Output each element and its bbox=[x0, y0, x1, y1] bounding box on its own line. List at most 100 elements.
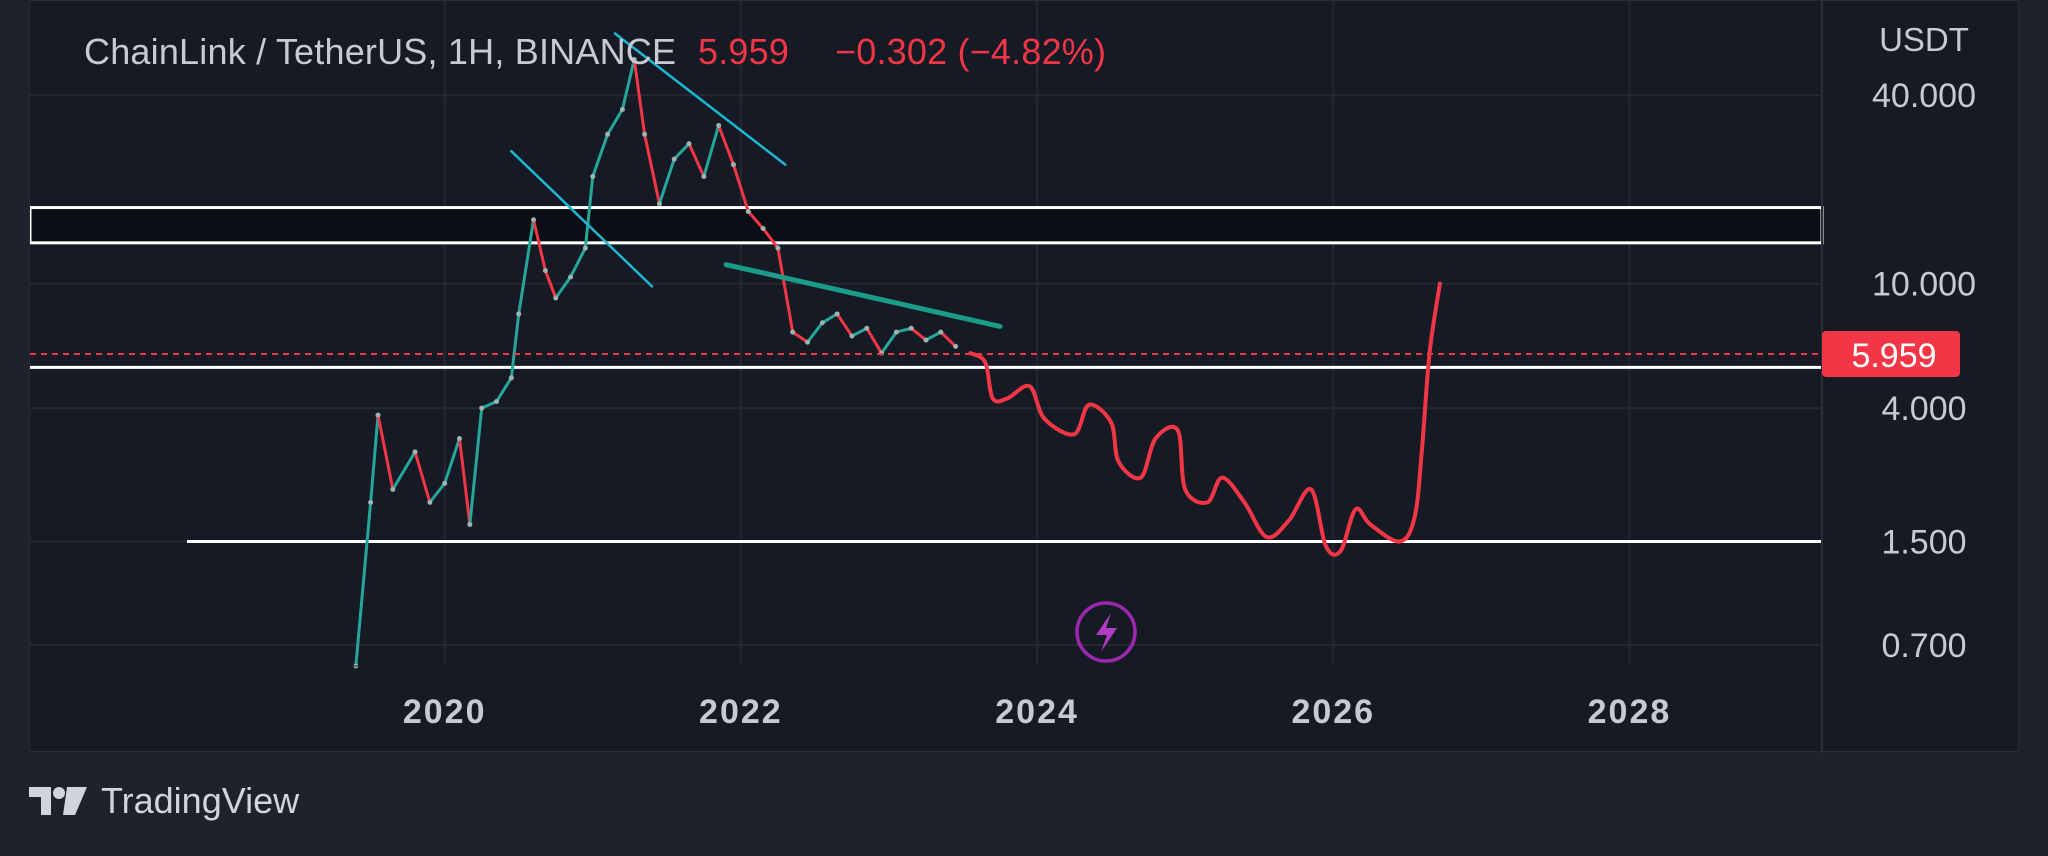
price-segment bbox=[643, 132, 661, 206]
price-segment bbox=[909, 326, 928, 342]
price-scale-unit: USDT bbox=[1879, 21, 1969, 58]
price-segment bbox=[776, 246, 795, 334]
price-point bbox=[531, 217, 537, 223]
x-tick-label: 2024 bbox=[995, 693, 1079, 731]
lightning-icon[interactable] bbox=[1075, 601, 1137, 663]
tradingview-brand: TradingView bbox=[101, 780, 300, 821]
price-point bbox=[516, 311, 522, 317]
price-segment bbox=[569, 246, 587, 279]
price-segment bbox=[606, 108, 624, 136]
price-point bbox=[686, 141, 692, 147]
price-segment bbox=[354, 500, 373, 668]
price-point bbox=[412, 449, 418, 455]
x-tick-label: 2020 bbox=[403, 693, 487, 731]
price-point bbox=[494, 399, 500, 405]
x-tick-label: 2028 bbox=[1588, 693, 1672, 731]
header-price: 5.959 bbox=[698, 31, 790, 72]
y-tick-label: 1.500 bbox=[1881, 523, 1966, 561]
price-segment bbox=[717, 124, 735, 167]
price-segment bbox=[865, 326, 884, 355]
price-point bbox=[701, 173, 707, 179]
price-point bbox=[542, 268, 548, 274]
price-point bbox=[390, 486, 396, 492]
price-point bbox=[508, 375, 514, 381]
price-segment bbox=[924, 330, 943, 342]
price-segment bbox=[731, 163, 750, 214]
price-segment bbox=[457, 436, 472, 526]
trendline[interactable] bbox=[510, 149, 654, 288]
price-segment bbox=[791, 330, 810, 344]
price-point bbox=[923, 337, 929, 343]
price-point bbox=[716, 123, 722, 129]
price-point bbox=[938, 329, 944, 335]
price-point bbox=[553, 295, 559, 301]
price-segment bbox=[376, 413, 395, 491]
price-point bbox=[631, 57, 637, 63]
price-point bbox=[790, 329, 796, 335]
header-change: −0.302 (−4.82%) bbox=[835, 31, 1107, 72]
price-segment bbox=[443, 436, 461, 485]
price-segment bbox=[632, 58, 647, 136]
price-segment bbox=[532, 218, 547, 273]
price-point bbox=[656, 201, 662, 207]
price-chart[interactable]: USDT 40.000 10.000 4.000 1.500 0.700 5.959 2020… bbox=[30, 1, 2020, 753]
price-point bbox=[760, 226, 766, 232]
resistance-zone[interactable] bbox=[30, 206, 1824, 245]
price-segment bbox=[835, 312, 854, 338]
price-segment bbox=[583, 174, 595, 250]
price-point bbox=[745, 209, 751, 215]
symbol-title[interactable]: ChainLink / TetherUS, 1H, BINANCE bbox=[84, 31, 677, 72]
price-point bbox=[590, 173, 596, 179]
price-point bbox=[671, 156, 677, 162]
price-segment bbox=[468, 406, 484, 526]
y-tick-label: 40.000 bbox=[1872, 77, 1976, 115]
price-segment bbox=[850, 326, 869, 338]
price-segment bbox=[517, 218, 536, 316]
price-segment bbox=[591, 132, 610, 178]
price-segment bbox=[761, 227, 780, 250]
price-point bbox=[805, 339, 811, 345]
price-segment bbox=[746, 210, 765, 231]
price-point bbox=[849, 333, 855, 339]
trendline[interactable] bbox=[723, 262, 1003, 329]
price-segment bbox=[391, 450, 417, 491]
price-segment bbox=[820, 312, 839, 325]
last-price-badge-label: 5.959 bbox=[1851, 337, 1936, 375]
price-point bbox=[953, 343, 959, 349]
trendline[interactable] bbox=[613, 32, 787, 166]
price-segment bbox=[880, 330, 898, 355]
price-segment bbox=[657, 157, 676, 206]
price-point bbox=[479, 405, 485, 411]
x-tick-label: 2022 bbox=[699, 693, 783, 731]
price-point bbox=[893, 329, 899, 335]
price-point bbox=[582, 245, 588, 251]
price-segment bbox=[369, 413, 380, 504]
price-point bbox=[775, 245, 781, 251]
price-point bbox=[619, 107, 625, 113]
y-tick-label: 4.000 bbox=[1881, 390, 1966, 428]
price-point bbox=[368, 499, 374, 505]
price-segment bbox=[672, 142, 691, 161]
price-point bbox=[467, 521, 473, 527]
price-point bbox=[908, 325, 914, 331]
price-point bbox=[605, 131, 611, 137]
y-tick-label: 0.700 bbox=[1881, 627, 1966, 665]
projection-curve[interactable] bbox=[968, 281, 1442, 557]
price-segment bbox=[554, 275, 573, 300]
price-segment bbox=[687, 142, 706, 178]
price-point bbox=[642, 131, 648, 137]
price-point bbox=[730, 162, 736, 168]
last-price-badge bbox=[1822, 330, 1960, 377]
price-segment bbox=[428, 481, 447, 504]
price-segment bbox=[939, 330, 958, 348]
price-segment bbox=[894, 326, 913, 334]
price-point bbox=[819, 320, 825, 326]
y-tick-label: 10.000 bbox=[1872, 266, 1976, 304]
x-tick-label: 2026 bbox=[1291, 693, 1375, 731]
chart-panel[interactable]: USDT 40.000 10.000 4.000 1.500 0.700 5.959 2020… bbox=[29, 0, 2020, 753]
price-point bbox=[568, 274, 574, 280]
price-segment bbox=[543, 269, 558, 300]
price-segment bbox=[509, 312, 521, 380]
price-point bbox=[375, 412, 381, 418]
footer-branding[interactable]: TradingView bbox=[29, 778, 299, 824]
